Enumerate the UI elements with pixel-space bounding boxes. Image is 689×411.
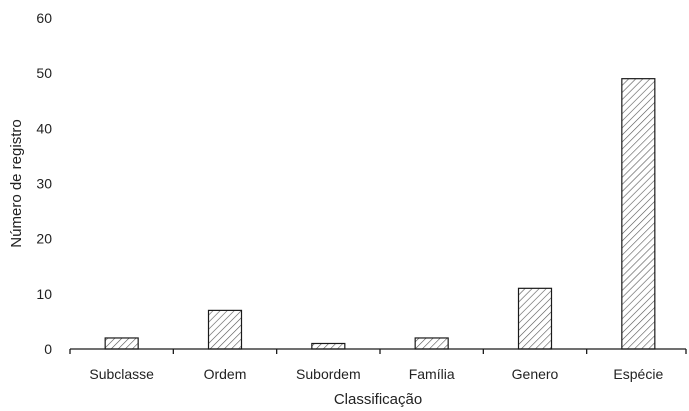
y-axis-title: Número de registro — [8, 119, 25, 247]
y-axis-ticks: 0 10 20 30 40 50 60 — [36, 10, 52, 357]
bar-família — [414, 337, 449, 350]
x-tick-label: Genero — [512, 366, 559, 382]
x-axis-title: Classificação — [334, 391, 422, 408]
y-tick-label: 40 — [36, 120, 52, 136]
y-tick-label: 20 — [36, 231, 52, 247]
x-axis-ticks: Subclasse Ordem Subordem Família Genero Espéc… — [69, 349, 687, 382]
bar-subclasse — [104, 337, 139, 350]
bar-ordem — [207, 309, 243, 350]
x-tick-label: Ordem — [204, 366, 247, 382]
bar-subordem — [311, 342, 346, 350]
x-tick-label: Espécie — [613, 366, 663, 382]
y-tick-label: 0 — [44, 341, 52, 357]
x-tick-label: Família — [409, 366, 455, 382]
x-tick-label: Subclasse — [89, 366, 154, 382]
bars-group — [104, 78, 656, 350]
bar-espécie — [621, 78, 656, 350]
bar-genero — [517, 287, 553, 350]
y-tick-label: 50 — [36, 65, 52, 81]
x-tick-label: Subordem — [296, 366, 361, 382]
y-tick-label: 60 — [36, 10, 52, 26]
y-tick-label: 10 — [36, 286, 52, 302]
y-tick-label: 30 — [36, 176, 52, 192]
